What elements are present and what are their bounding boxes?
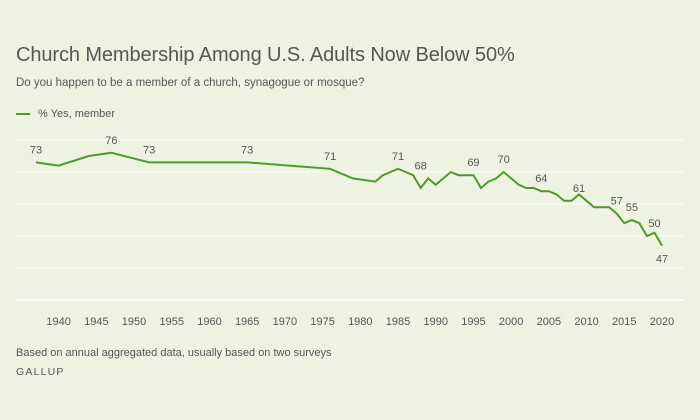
data-label: 71 <box>324 151 336 163</box>
x-tick-label: 2005 <box>537 316 561 328</box>
data-label: 61 <box>573 183 585 195</box>
legend-label: % Yes, member <box>38 108 116 120</box>
x-tick-label: 1950 <box>122 316 146 328</box>
x-tick-label: 1960 <box>197 316 221 328</box>
gridlines <box>16 139 684 301</box>
legend-swatch <box>16 113 30 115</box>
data-label: 76 <box>105 135 117 147</box>
x-tick-label: 2000 <box>499 316 523 328</box>
data-label: 73 <box>241 144 253 156</box>
x-tick-label: 1990 <box>423 316 447 328</box>
x-tick-label: 1985 <box>386 316 410 328</box>
chart-title: Church Membership Among U.S. Adults Now … <box>16 44 515 66</box>
x-tick-label: 1955 <box>160 316 184 328</box>
chart-subtitle: Do you happen to be a member of a church… <box>16 77 365 89</box>
data-label: 64 <box>535 173 547 185</box>
legend: % Yes, member <box>16 108 115 120</box>
source-logo-text: GALLUP <box>16 366 65 378</box>
data-label: 47 <box>656 254 668 266</box>
x-axis-ticks: 1940 1945 1950 1955 1960 1965 1970 1975 1980 1985… <box>46 316 674 328</box>
data-label: 69 <box>467 157 479 169</box>
x-tick-label: 1995 <box>461 316 485 328</box>
series-line-membership <box>35 151 663 247</box>
footnote: Based on annual aggregated data, usually… <box>16 347 332 359</box>
data-label: 68 <box>415 160 427 172</box>
x-tick-label: 1970 <box>273 316 297 328</box>
data-label: 57 <box>611 196 623 208</box>
x-tick-label: 2015 <box>612 316 636 328</box>
x-tick-label: 2020 <box>650 316 674 328</box>
data-label: 70 <box>497 154 509 166</box>
x-tick-label: 1945 <box>84 316 108 328</box>
data-label: 55 <box>626 202 638 214</box>
data-label: 50 <box>648 218 660 230</box>
x-tick-label: 1975 <box>310 316 334 328</box>
data-label: 73 <box>143 144 155 156</box>
x-tick-label: 1980 <box>348 316 372 328</box>
x-tick-label: 1940 <box>46 316 70 328</box>
data-label: 73 <box>30 144 42 156</box>
x-tick-label: 2010 <box>574 316 598 328</box>
data-label: 71 <box>392 151 404 163</box>
x-tick-label: 1965 <box>235 316 259 328</box>
